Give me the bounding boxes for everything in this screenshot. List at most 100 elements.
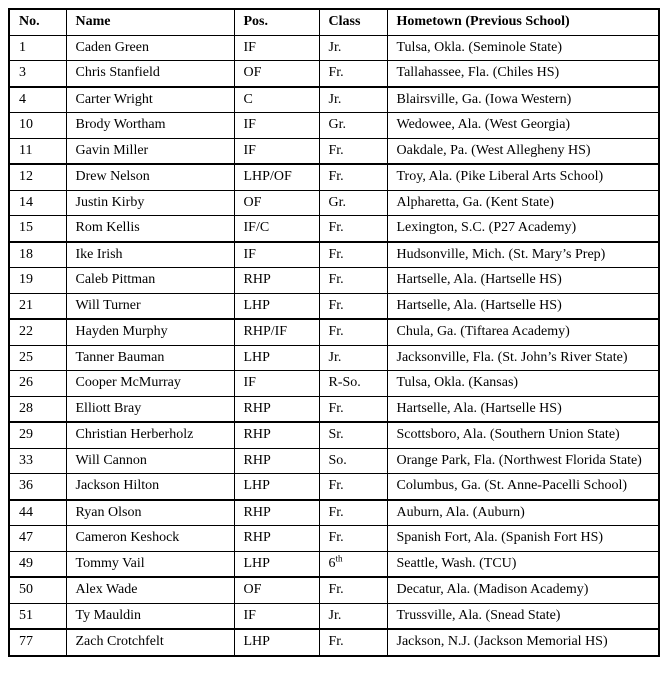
cell-no: 22 xyxy=(8,318,67,346)
cell-pos: LHP xyxy=(233,344,320,371)
cell-pos: IF xyxy=(233,241,320,268)
cell-hometown: Scottsboro, Ala. (Southern Union State) xyxy=(386,421,660,449)
table-row: 29 Christian Herberholz RHP Sr. Scottsboro, … xyxy=(8,421,660,449)
cell-hometown: Hartselle, Ala. (Hartselle HS) xyxy=(386,395,660,423)
cell-no: 47 xyxy=(8,525,67,552)
cell-hometown: Oakdale, Pa. (West Allegheny HS) xyxy=(386,137,660,165)
cell-class: Fr. xyxy=(318,241,388,268)
table-row: 36 Jackson Hilton LHP Fr. Columbus, Ga. (St.… xyxy=(8,473,660,501)
cell-name: Will Turner xyxy=(65,292,235,320)
header-row: No. Name Pos. Class Hometown (Previous S… xyxy=(8,8,660,36)
cell-name: Cameron Keshock xyxy=(65,525,235,552)
cell-pos: LHP/OF xyxy=(233,163,320,191)
table-row: 19 Caleb Pittman RHP Fr. Hartselle, Ala. (Ha… xyxy=(8,267,660,294)
table-row: 25 Tanner Bauman LHP Jr. Jacksonville, Fla. … xyxy=(8,344,660,371)
cell-no: 29 xyxy=(8,421,67,449)
cell-pos: RHP xyxy=(233,447,320,474)
cell-no: 28 xyxy=(8,395,67,423)
cell-hometown: Hartselle, Ala. (Hartselle HS) xyxy=(386,292,660,320)
cell-pos: OF xyxy=(233,576,320,604)
table-row: 49 Tommy Vail LHP 6th Seattle, Wash. (TCU) xyxy=(8,550,660,578)
cell-name: Zach Crotchfelt xyxy=(65,628,235,656)
cell-class: Fr. xyxy=(318,628,388,656)
cell-pos: IF xyxy=(233,112,320,139)
cell-pos: RHP/IF xyxy=(233,318,320,346)
cell-name: Tommy Vail xyxy=(65,550,235,578)
cell-name: Cooper McMurray xyxy=(65,370,235,397)
cell-class: 6th xyxy=(318,550,388,578)
cell-no: 25 xyxy=(8,344,67,371)
cell-name: Caleb Pittman xyxy=(65,267,235,294)
cell-no: 18 xyxy=(8,241,67,268)
cell-pos: RHP xyxy=(233,525,320,552)
roster-table-body: 1 Caden Green IF Jr. Tulsa, Okla. (Seminole … xyxy=(8,34,660,656)
cell-no: 49 xyxy=(8,550,67,578)
cell-class: Fr. xyxy=(318,267,388,294)
table-row: 10 Brody Wortham IF Gr. Wedowee, Ala. (West … xyxy=(8,112,660,139)
cell-hometown: Tulsa, Okla. (Kansas) xyxy=(386,370,660,397)
cell-class: Fr. xyxy=(318,499,388,526)
cell-pos: RHP xyxy=(233,267,320,294)
cell-name: Elliott Bray xyxy=(65,395,235,423)
cell-no: 21 xyxy=(8,292,67,320)
table-row: 14 Justin Kirby OF Gr. Alpharetta, Ga. (Kent… xyxy=(8,189,660,216)
table-row: 3 Chris Stanfield OF Fr. Tallahassee, Fla. (… xyxy=(8,60,660,88)
cell-pos: LHP xyxy=(233,628,320,656)
cell-name: Ryan Olson xyxy=(65,499,235,526)
cell-hometown: Lexington, S.C. (P27 Academy) xyxy=(386,215,660,243)
cell-no: 36 xyxy=(8,473,67,501)
cell-name: Brody Wortham xyxy=(65,112,235,139)
cell-no: 50 xyxy=(8,576,67,604)
cell-name: Rom Kellis xyxy=(65,215,235,243)
table-row: 12 Drew Nelson LHP/OF Fr. Troy, Ala. (Pike L… xyxy=(8,163,660,191)
cell-pos: IF xyxy=(233,137,320,165)
cell-no: 26 xyxy=(8,370,67,397)
cell-pos: IF xyxy=(233,370,320,397)
table-row: 15 Rom Kellis IF/C Fr. Lexington, S.C. (P27 … xyxy=(8,215,660,243)
table-row: 47 Cameron Keshock RHP Fr. Spanish Fort, Ala… xyxy=(8,525,660,552)
table-row: 50 Alex Wade OF Fr. Decatur, Ala. (Madison A… xyxy=(8,576,660,604)
cell-pos: RHP xyxy=(233,421,320,449)
cell-name: Caden Green xyxy=(65,34,235,61)
cell-class: Fr. xyxy=(318,60,388,88)
cell-pos: IF xyxy=(233,602,320,630)
cell-class: So. xyxy=(318,447,388,474)
cell-class: Fr. xyxy=(318,215,388,243)
cell-class: Sr. xyxy=(318,421,388,449)
cell-hometown: Tulsa, Okla. (Seminole State) xyxy=(386,34,660,61)
table-row: 51 Ty Mauldin IF Jr. Trussville, Ala. (Snead… xyxy=(8,602,660,630)
cell-hometown: Spanish Fort, Ala. (Spanish Fort HS) xyxy=(386,525,660,552)
cell-hometown: Wedowee, Ala. (West Georgia) xyxy=(386,112,660,139)
cell-hometown: Columbus, Ga. (St. Anne-Pacelli School) xyxy=(386,473,660,501)
table-row: 22 Hayden Murphy RHP/IF Fr. Chula, Ga. (Tift… xyxy=(8,318,660,346)
cell-class: Fr. xyxy=(318,576,388,604)
cell-no: 19 xyxy=(8,267,67,294)
roster-table: No. Name Pos. Class Hometown (Previous S… xyxy=(8,8,660,657)
cell-name: Christian Herberholz xyxy=(65,421,235,449)
cell-class: Fr. xyxy=(318,318,388,346)
cell-name: Drew Nelson xyxy=(65,163,235,191)
cell-name: Tanner Bauman xyxy=(65,344,235,371)
cell-no: 12 xyxy=(8,163,67,191)
cell-name: Jackson Hilton xyxy=(65,473,235,501)
cell-no: 11 xyxy=(8,137,67,165)
cell-pos: LHP xyxy=(233,292,320,320)
cell-hometown: Troy, Ala. (Pike Liberal Arts School) xyxy=(386,163,660,191)
cell-hometown: Jackson, N.J. (Jackson Memorial HS) xyxy=(386,628,660,656)
cell-name: Carter Wright xyxy=(65,86,235,113)
cell-class: Fr. xyxy=(318,473,388,501)
cell-class: Jr. xyxy=(318,602,388,630)
table-row: 77 Zach Crotchfelt LHP Fr. Jackson, N.J. (Ja… xyxy=(8,628,660,656)
cell-name: Hayden Murphy xyxy=(65,318,235,346)
cell-hometown: Tallahassee, Fla. (Chiles HS) xyxy=(386,60,660,88)
column-header-hometown: Hometown (Previous School) xyxy=(386,8,660,36)
column-header-pos: Pos. xyxy=(233,8,320,36)
cell-name: Ty Mauldin xyxy=(65,602,235,630)
table-row: 44 Ryan Olson RHP Fr. Auburn, Ala. (Auburn) xyxy=(8,499,660,526)
table-row: 4 Carter Wright C Jr. Blairsville, Ga. (Iowa… xyxy=(8,86,660,113)
cell-class: Fr. xyxy=(318,137,388,165)
cell-name: Ike Irish xyxy=(65,241,235,268)
table-row: 21 Will Turner LHP Fr. Hartselle, Ala. (Hart… xyxy=(8,292,660,320)
cell-no: 77 xyxy=(8,628,67,656)
cell-name: Gavin Miller xyxy=(65,137,235,165)
